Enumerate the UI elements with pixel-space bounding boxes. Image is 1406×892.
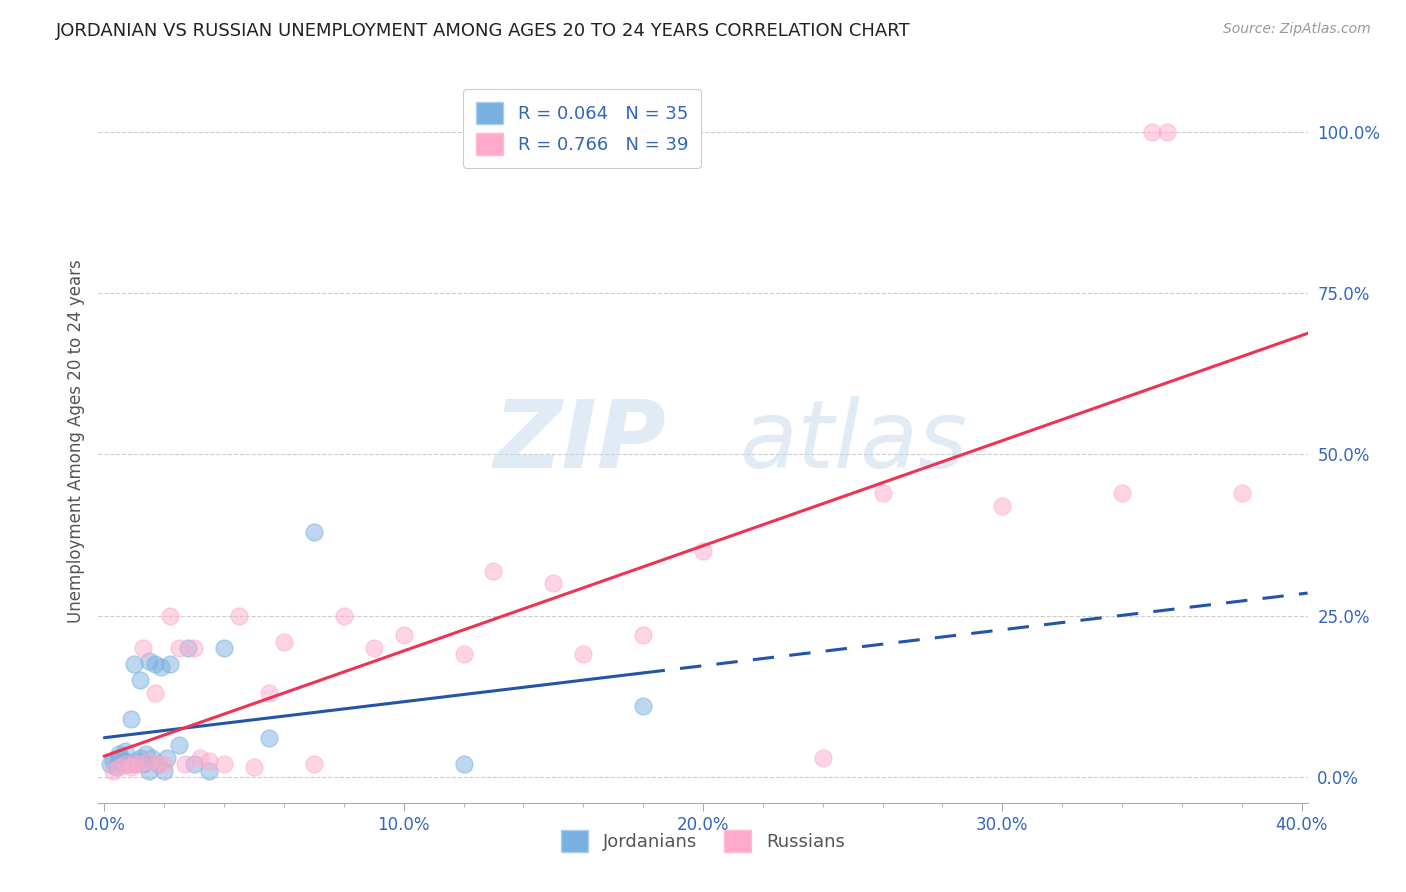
Point <box>153 757 176 772</box>
Point <box>1140 125 1163 139</box>
Point <box>124 757 146 772</box>
Point <box>129 673 152 688</box>
Point <box>167 738 190 752</box>
Point <box>148 757 170 772</box>
Point <box>183 757 205 772</box>
Point <box>148 757 170 772</box>
Point <box>108 760 131 774</box>
Point <box>257 686 280 700</box>
Point <box>631 628 654 642</box>
Point <box>120 760 142 774</box>
Point <box>212 757 235 772</box>
Point <box>188 750 211 764</box>
Point <box>129 750 152 764</box>
Point <box>159 608 181 623</box>
Point <box>103 764 125 778</box>
Point <box>150 660 173 674</box>
Point <box>543 576 565 591</box>
Point <box>100 757 122 772</box>
Point <box>872 486 894 500</box>
Point <box>572 648 595 662</box>
Y-axis label: Unemployment Among Ages 20 to 24 years: Unemployment Among Ages 20 to 24 years <box>66 260 84 624</box>
Point <box>105 760 128 774</box>
Point <box>120 712 142 726</box>
Point <box>167 640 190 655</box>
Point <box>138 754 160 768</box>
Point <box>138 654 160 668</box>
Point <box>132 640 155 655</box>
Point <box>124 757 146 772</box>
Point <box>183 640 205 655</box>
Point <box>198 764 221 778</box>
Point <box>302 524 325 539</box>
Point <box>111 757 134 772</box>
Point <box>143 657 166 672</box>
Point <box>114 754 136 768</box>
Legend: Jordanians, Russians: Jordanians, Russians <box>554 822 852 859</box>
Point <box>135 747 157 762</box>
Point <box>117 757 139 772</box>
Point <box>132 757 155 772</box>
Point <box>811 750 834 764</box>
Point <box>127 754 149 768</box>
Point <box>108 750 131 764</box>
Point <box>159 657 181 672</box>
Point <box>198 754 221 768</box>
Point <box>257 731 280 746</box>
Point <box>212 640 235 655</box>
Point <box>141 750 163 764</box>
Point <box>333 608 356 623</box>
Point <box>124 657 146 672</box>
Point <box>143 686 166 700</box>
Point <box>1230 486 1253 500</box>
Point <box>153 764 176 778</box>
Point <box>156 750 179 764</box>
Point <box>114 757 136 772</box>
Point <box>243 760 266 774</box>
Point <box>174 757 197 772</box>
Text: ZIP: ZIP <box>494 395 666 488</box>
Point <box>108 747 131 762</box>
Point <box>482 564 505 578</box>
Text: atlas: atlas <box>740 396 967 487</box>
Point <box>273 634 295 648</box>
Point <box>991 499 1014 513</box>
Point <box>453 757 475 772</box>
Point <box>1111 486 1133 500</box>
Point <box>1156 125 1178 139</box>
Point <box>129 757 152 772</box>
Point <box>392 628 415 642</box>
Point <box>177 640 200 655</box>
Point <box>302 757 325 772</box>
Text: JORDANIAN VS RUSSIAN UNEMPLOYMENT AMONG AGES 20 TO 24 YEARS CORRELATION CHART: JORDANIAN VS RUSSIAN UNEMPLOYMENT AMONG … <box>56 22 911 40</box>
Point <box>228 608 250 623</box>
Point <box>453 648 475 662</box>
Point <box>631 699 654 714</box>
Point <box>363 640 385 655</box>
Point <box>692 544 714 558</box>
Point <box>138 764 160 778</box>
Text: Source: ZipAtlas.com: Source: ZipAtlas.com <box>1223 22 1371 37</box>
Point <box>114 744 136 758</box>
Point <box>103 754 125 768</box>
